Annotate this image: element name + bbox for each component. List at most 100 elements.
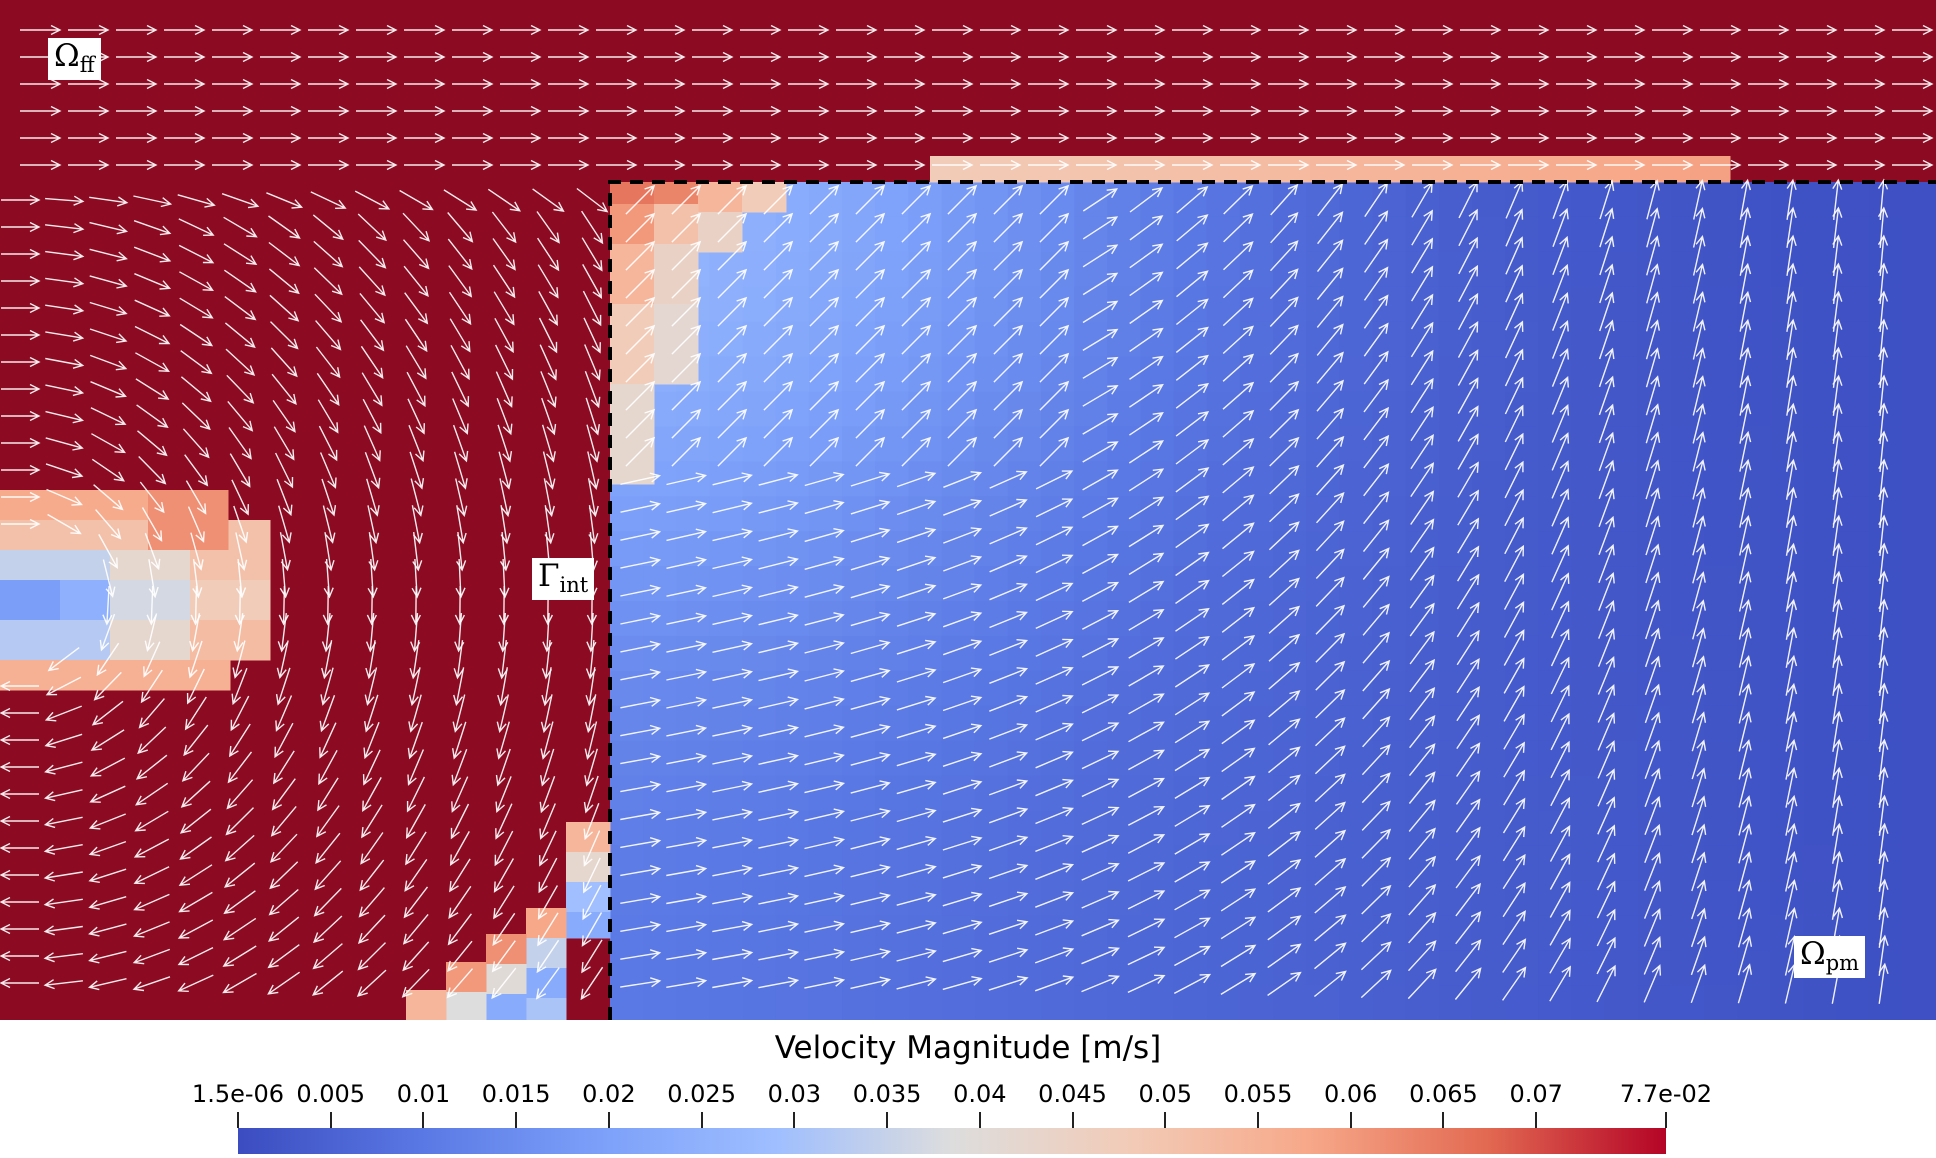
- velocity-arrow: [1124, 24, 1166, 36]
- velocity-arrow: [1646, 179, 1660, 220]
- velocity-arrow: [308, 159, 350, 171]
- velocity-arrow: [620, 977, 662, 988]
- velocity-arrow: [740, 132, 782, 144]
- velocity-arrow: [1174, 861, 1211, 883]
- porous-cell: [842, 216, 876, 253]
- velocity-arrow: [260, 105, 302, 117]
- porous-cell: [1339, 426, 1373, 462]
- velocity-arrow: [498, 585, 510, 626]
- porous-cell: [1405, 635, 1440, 672]
- velocity-arrow: [88, 950, 127, 964]
- velocity-arrow: [116, 51, 158, 63]
- velocity-arrow: [1785, 654, 1798, 696]
- velocity-arrow: [0, 734, 39, 746]
- velocity-arrow: [1, 302, 41, 314]
- velocity-arrow: [308, 24, 350, 36]
- porous-cell: [941, 985, 976, 1020]
- porous-cell: [842, 775, 876, 811]
- porous-cell: [842, 985, 876, 1020]
- porous-cell: [676, 705, 710, 742]
- velocity-arrow: [279, 559, 290, 599]
- velocity-arrow: [809, 324, 840, 355]
- porous-cell: [1571, 251, 1605, 288]
- velocity-arrow: [989, 667, 1029, 684]
- porous-cell: [1107, 950, 1141, 986]
- velocity-arrow: [224, 269, 257, 293]
- velocity-arrow: [268, 215, 301, 239]
- porous-cell: [1471, 286, 1506, 323]
- porous-cell: [1140, 985, 1175, 1020]
- velocity-arrow: [536, 211, 560, 244]
- velocity-arrow: [271, 778, 296, 811]
- velocity-arrow: [1504, 460, 1524, 499]
- velocity-arrow: [1221, 691, 1256, 717]
- velocity-arrow: [447, 212, 474, 243]
- velocity-arrow: [164, 24, 206, 36]
- interface-base-cell: [526, 968, 567, 999]
- interface-strip-cell: [1450, 156, 1471, 183]
- porous-cell: [1140, 950, 1175, 986]
- velocity-arrow: [1878, 822, 1889, 864]
- velocity-arrow: [712, 584, 754, 598]
- velocity-arrow: [1832, 822, 1843, 864]
- porous-cell: [1869, 426, 1904, 462]
- porous-cell: [1770, 985, 1804, 1020]
- velocity-arrow: [1129, 412, 1164, 436]
- velocity-arrow: [1691, 879, 1707, 920]
- velocity-arrow: [1549, 965, 1571, 1002]
- porous-cell: [1505, 356, 1539, 392]
- porous-cell: [1902, 635, 1936, 672]
- velocity-arrow: [1039, 352, 1070, 383]
- velocity-arrow: [455, 478, 468, 518]
- porous-cell: [775, 426, 810, 462]
- porous-cell: [1173, 496, 1208, 532]
- velocity-arrow: [1081, 581, 1120, 603]
- velocity-arrow: [788, 51, 830, 63]
- velocity-arrow: [1598, 347, 1615, 388]
- velocity-arrow: [1785, 682, 1798, 724]
- velocity-arrow: [1832, 654, 1843, 696]
- velocity-arrow: [1221, 663, 1256, 689]
- porous-cell: [908, 286, 942, 323]
- velocity-arrow: [855, 352, 886, 383]
- velocity-arrow: [88, 868, 127, 883]
- velocity-arrow: [539, 803, 556, 840]
- velocity-arrow: [1460, 105, 1502, 117]
- porous-cell: [742, 251, 777, 288]
- porous-cell: [1140, 880, 1175, 916]
- velocity-arrow: [1785, 766, 1798, 808]
- velocity-arrow: [1504, 320, 1524, 359]
- colorbar-tick-label: 0.015: [481, 1080, 551, 1108]
- velocity-arrow: [144, 613, 158, 653]
- velocity-arrow: [1455, 798, 1481, 833]
- porous-cell: [1107, 601, 1141, 637]
- velocity-arrow: [1503, 573, 1525, 610]
- velocity-arrow: [1549, 853, 1571, 890]
- velocity-arrow: [1268, 746, 1301, 774]
- velocity-arrow: [1412, 105, 1454, 117]
- velocity-arrow: [1796, 159, 1838, 171]
- velocity-arrow: [404, 859, 428, 892]
- velocity-arrow: [809, 268, 840, 299]
- velocity-arrow: [1128, 496, 1165, 520]
- porous-cell: [709, 880, 744, 916]
- porous-cell: [1836, 531, 1871, 567]
- colorbar-tick-mark: [1349, 1112, 1352, 1128]
- porous-cell: [775, 356, 810, 392]
- velocity-arrow: [1221, 831, 1256, 856]
- velocity-arrow: [402, 941, 430, 972]
- porous-cell: [709, 496, 744, 532]
- velocity-arrow: [1892, 24, 1934, 36]
- velocity-arrow: [1409, 715, 1436, 749]
- porous-cell: [1438, 635, 1473, 672]
- porous-cell: [1438, 216, 1473, 253]
- velocity-arrow: [1646, 235, 1660, 276]
- porous-cell: [808, 356, 843, 392]
- velocity-arrow: [584, 344, 601, 381]
- velocity-arrow: [1786, 318, 1797, 360]
- velocity-arrow: [692, 159, 734, 171]
- velocity-arrow: [223, 862, 256, 888]
- velocity-arrow: [357, 942, 386, 971]
- porous-cell: [1306, 251, 1340, 288]
- porous-cell: [742, 810, 777, 846]
